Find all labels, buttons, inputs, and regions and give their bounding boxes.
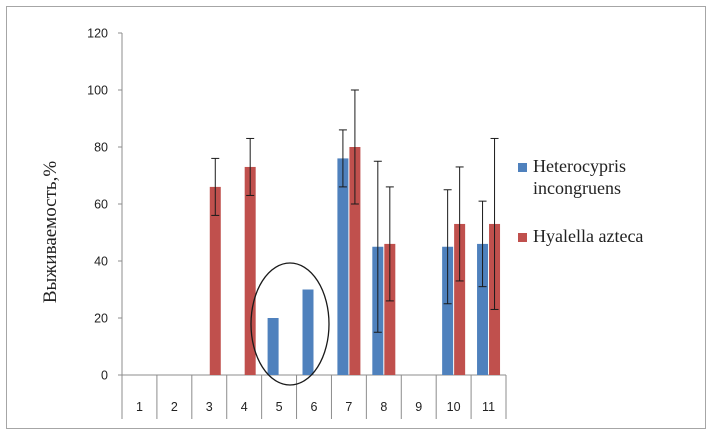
- error-bar: [455, 166, 464, 282]
- x-tick-label: 11: [482, 400, 495, 414]
- legend-label: Heterocypris incongruens: [533, 156, 626, 198]
- x-tick-label: 5: [276, 400, 283, 414]
- y-tick-label: 0: [101, 369, 108, 383]
- bar-heterocypris-6: [302, 289, 314, 375]
- y-tick-label: 100: [87, 84, 108, 98]
- error-bar: [478, 200, 487, 288]
- error-bar: [490, 137, 499, 310]
- y-tick-label: 60: [94, 198, 108, 212]
- bar-hyalella-7: [349, 147, 361, 375]
- legend-item: Hyalella azteca: [518, 226, 643, 246]
- bar-hyalella-4: [244, 166, 256, 375]
- highlight-ellipse: [250, 262, 330, 386]
- legend-swatch: [518, 163, 527, 172]
- error-bar: [338, 129, 347, 188]
- error-bar: [373, 160, 382, 333]
- error-bars: [211, 89, 499, 333]
- x-tick-label: 10: [447, 400, 461, 414]
- y-axis-label: Выживаемость,%: [40, 161, 61, 303]
- bar-hyalella-10: [454, 223, 466, 375]
- legend-swatch: [518, 233, 527, 242]
- y-tick-label: 120: [87, 27, 108, 41]
- bar-heterocypris-11: [477, 243, 489, 375]
- legend: Heterocypris incongruens Hyalella azteca: [518, 156, 643, 246]
- legend-label: Hyalella azteca: [533, 226, 643, 246]
- error-bar: [385, 186, 394, 302]
- bar-heterocypris-7: [337, 158, 349, 375]
- x-tick-label: 8: [380, 400, 387, 414]
- axes: 0 20 40 60 80 100 120 1 2 3 4 5 6 7 8 9 10 11: [87, 27, 507, 419]
- x-tick-label: 3: [206, 400, 213, 414]
- bar-heterocypris-5: [267, 318, 279, 375]
- error-bar: [350, 89, 359, 205]
- error-bar: [246, 137, 255, 196]
- x-tick-label: 9: [415, 400, 422, 414]
- legend-item: Heterocypris incongruens: [518, 156, 626, 198]
- y-tick-label: 80: [94, 141, 108, 155]
- error-bar: [443, 189, 452, 305]
- x-tick-label: 7: [345, 400, 352, 414]
- y-tick-label: 20: [94, 312, 108, 326]
- bar-hyalella-8: [384, 243, 396, 375]
- x-tick-label: 4: [241, 400, 248, 414]
- bar-heterocypris-10: [442, 246, 454, 375]
- x-tick-label: 2: [171, 400, 178, 414]
- bar-hyalella-3: [209, 186, 221, 375]
- y-tick-label: 40: [94, 255, 108, 269]
- error-bar: [211, 157, 220, 216]
- x-tick-label: 6: [311, 400, 318, 414]
- x-tick-label: 1: [136, 400, 143, 414]
